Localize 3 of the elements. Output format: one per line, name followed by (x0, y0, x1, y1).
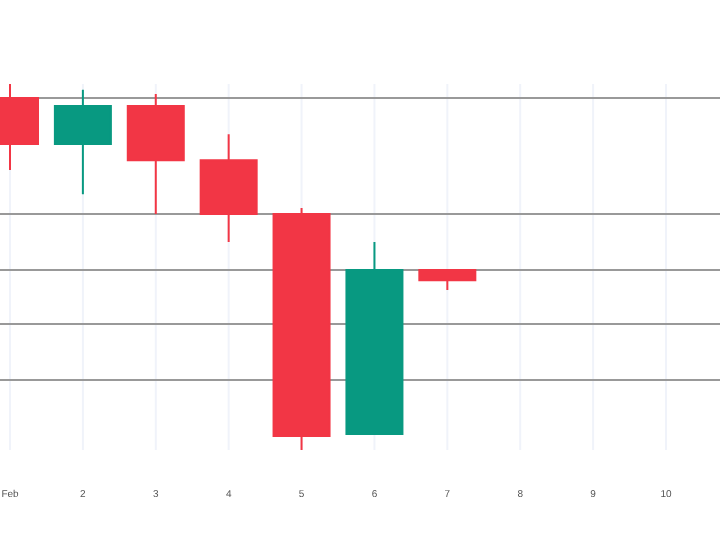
candlestick (53, 88, 112, 196)
candlestick (418, 268, 477, 292)
candlestick (199, 133, 258, 244)
